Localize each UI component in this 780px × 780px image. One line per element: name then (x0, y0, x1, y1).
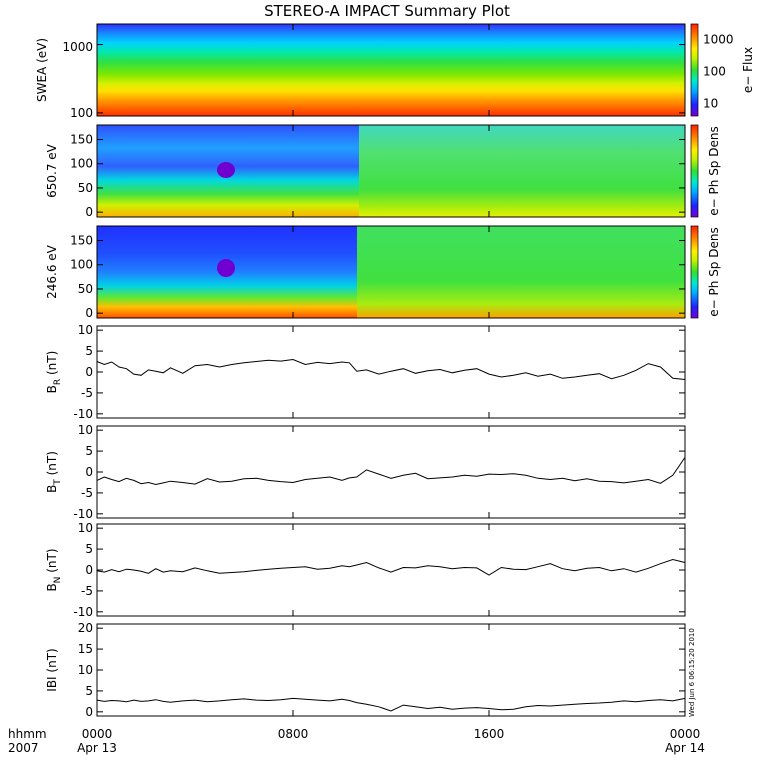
colorbar-flux: e− Flux (690, 23, 755, 117)
colorbar-pad650-label: e− Ph Sp Dens (707, 126, 721, 215)
ytick-label: 0 (85, 365, 93, 379)
swea-spectrogram (97, 24, 685, 116)
pad650-spectrogram-frame (96, 124, 686, 218)
colorbar-flux-scale (690, 23, 699, 117)
pad246-spectrogram-frame (96, 225, 686, 319)
ytick-label: 10 (78, 521, 93, 535)
ytick-label: 5 (85, 684, 93, 698)
ytick-label: 5 (85, 542, 93, 556)
timestamp: Wed Jun 6 06:15:20 2010 (688, 628, 696, 717)
panel-frame-|B| (96, 623, 686, 717)
pad246-ytick-label: 100 (70, 258, 93, 272)
colorbar-flux-label: e− Flux (741, 47, 755, 93)
colorbar-pad246-scale (690, 225, 699, 319)
ytick-label: -5 (81, 386, 93, 400)
ytick-label: -10 (73, 407, 93, 421)
colorbar-pad246: e− Ph Sp Dens (690, 225, 721, 319)
pad246-ytick-label: 150 (70, 234, 93, 248)
ytick-label: 0 (85, 563, 93, 577)
swea-ylabel: SWEA (eV) (35, 38, 49, 102)
pad246-ytick-label: 50 (78, 282, 93, 296)
swea-colorbar-tick: 100 (703, 64, 726, 78)
ytick-label: -10 (73, 507, 93, 521)
swea-ytick-100: 100 (70, 106, 93, 120)
pad246-ylabel: 246.6 eV (45, 244, 59, 299)
time-unit-label: hhmm (8, 727, 47, 741)
series-ylabel: BN (nT) (45, 548, 63, 591)
swea-spectrogram-frame (96, 23, 686, 117)
ytick-label: 10 (78, 663, 93, 677)
xtick-date-label: Apr 14 (665, 741, 705, 755)
ytick-label: 10 (78, 323, 93, 337)
pad650-ylabel: 650.7 eV (45, 143, 59, 198)
pad246-ytick-label: 0 (85, 306, 93, 320)
ytick-label: 10 (78, 423, 93, 437)
pad650-spectrogram-right (359, 125, 685, 217)
chart-title: STEREO-A IMPACT Summary Plot (264, 2, 510, 20)
series-line-B_N (96, 558, 686, 576)
series-ylabel: BT (nT) (45, 451, 63, 493)
colorbar-pad246-label: e− Ph Sp Dens (707, 227, 721, 316)
series-ylabel: BR (nT) (45, 351, 63, 394)
ytick-label: 20 (78, 621, 93, 635)
pad650-ytick-label: 0 (85, 205, 93, 219)
ytick-label: 5 (85, 344, 93, 358)
pad650-ytick-label: 50 (78, 181, 93, 195)
panel-pad246: 246.6 eV (45, 225, 686, 319)
panel-frame-B_T (96, 425, 686, 519)
pad650-low-flux-spot (217, 162, 235, 178)
xtick-time-label: 0000 (670, 727, 701, 741)
xtick-time-label: 1600 (474, 727, 505, 741)
xtick-time-label: 0800 (278, 727, 309, 741)
swea-ytick-1000: 1000 (62, 40, 93, 54)
panel-frame-B_N (96, 523, 686, 617)
swea-colorbar-tick: 1000 (703, 32, 734, 46)
pad650-ytick-label: 100 (70, 157, 93, 171)
series-line-B_R (96, 358, 686, 380)
year-label: 2007 (8, 741, 39, 755)
xtick-date-label: Apr 13 (77, 741, 117, 755)
series-ylabel: IBI (nT) (45, 648, 59, 691)
panel-swea: SWEA (eV) 1000 100 (35, 23, 686, 120)
colorbar-pad650: e− Ph Sp Dens (690, 124, 721, 218)
ytick-label: 0 (85, 465, 93, 479)
series-line-|B| (96, 697, 686, 712)
ytick-label: 15 (78, 642, 93, 656)
pad246-low-flux-spot (217, 259, 235, 277)
ytick-label: -5 (81, 584, 93, 598)
ytick-label: 5 (85, 444, 93, 458)
colorbar-pad650-scale (690, 124, 699, 218)
pad246-spectrogram-right (357, 226, 685, 318)
panel-pad650: 650.7 eV (45, 124, 686, 218)
ytick-label: -10 (73, 605, 93, 619)
ytick-label: 0 (85, 705, 93, 719)
xtick-time-label: 0000 (82, 727, 113, 741)
series-line-B_T (96, 457, 686, 486)
pad650-ytick-label: 150 (70, 133, 93, 147)
swea-colorbar-tick: 10 (703, 96, 718, 110)
ytick-label: -5 (81, 486, 93, 500)
